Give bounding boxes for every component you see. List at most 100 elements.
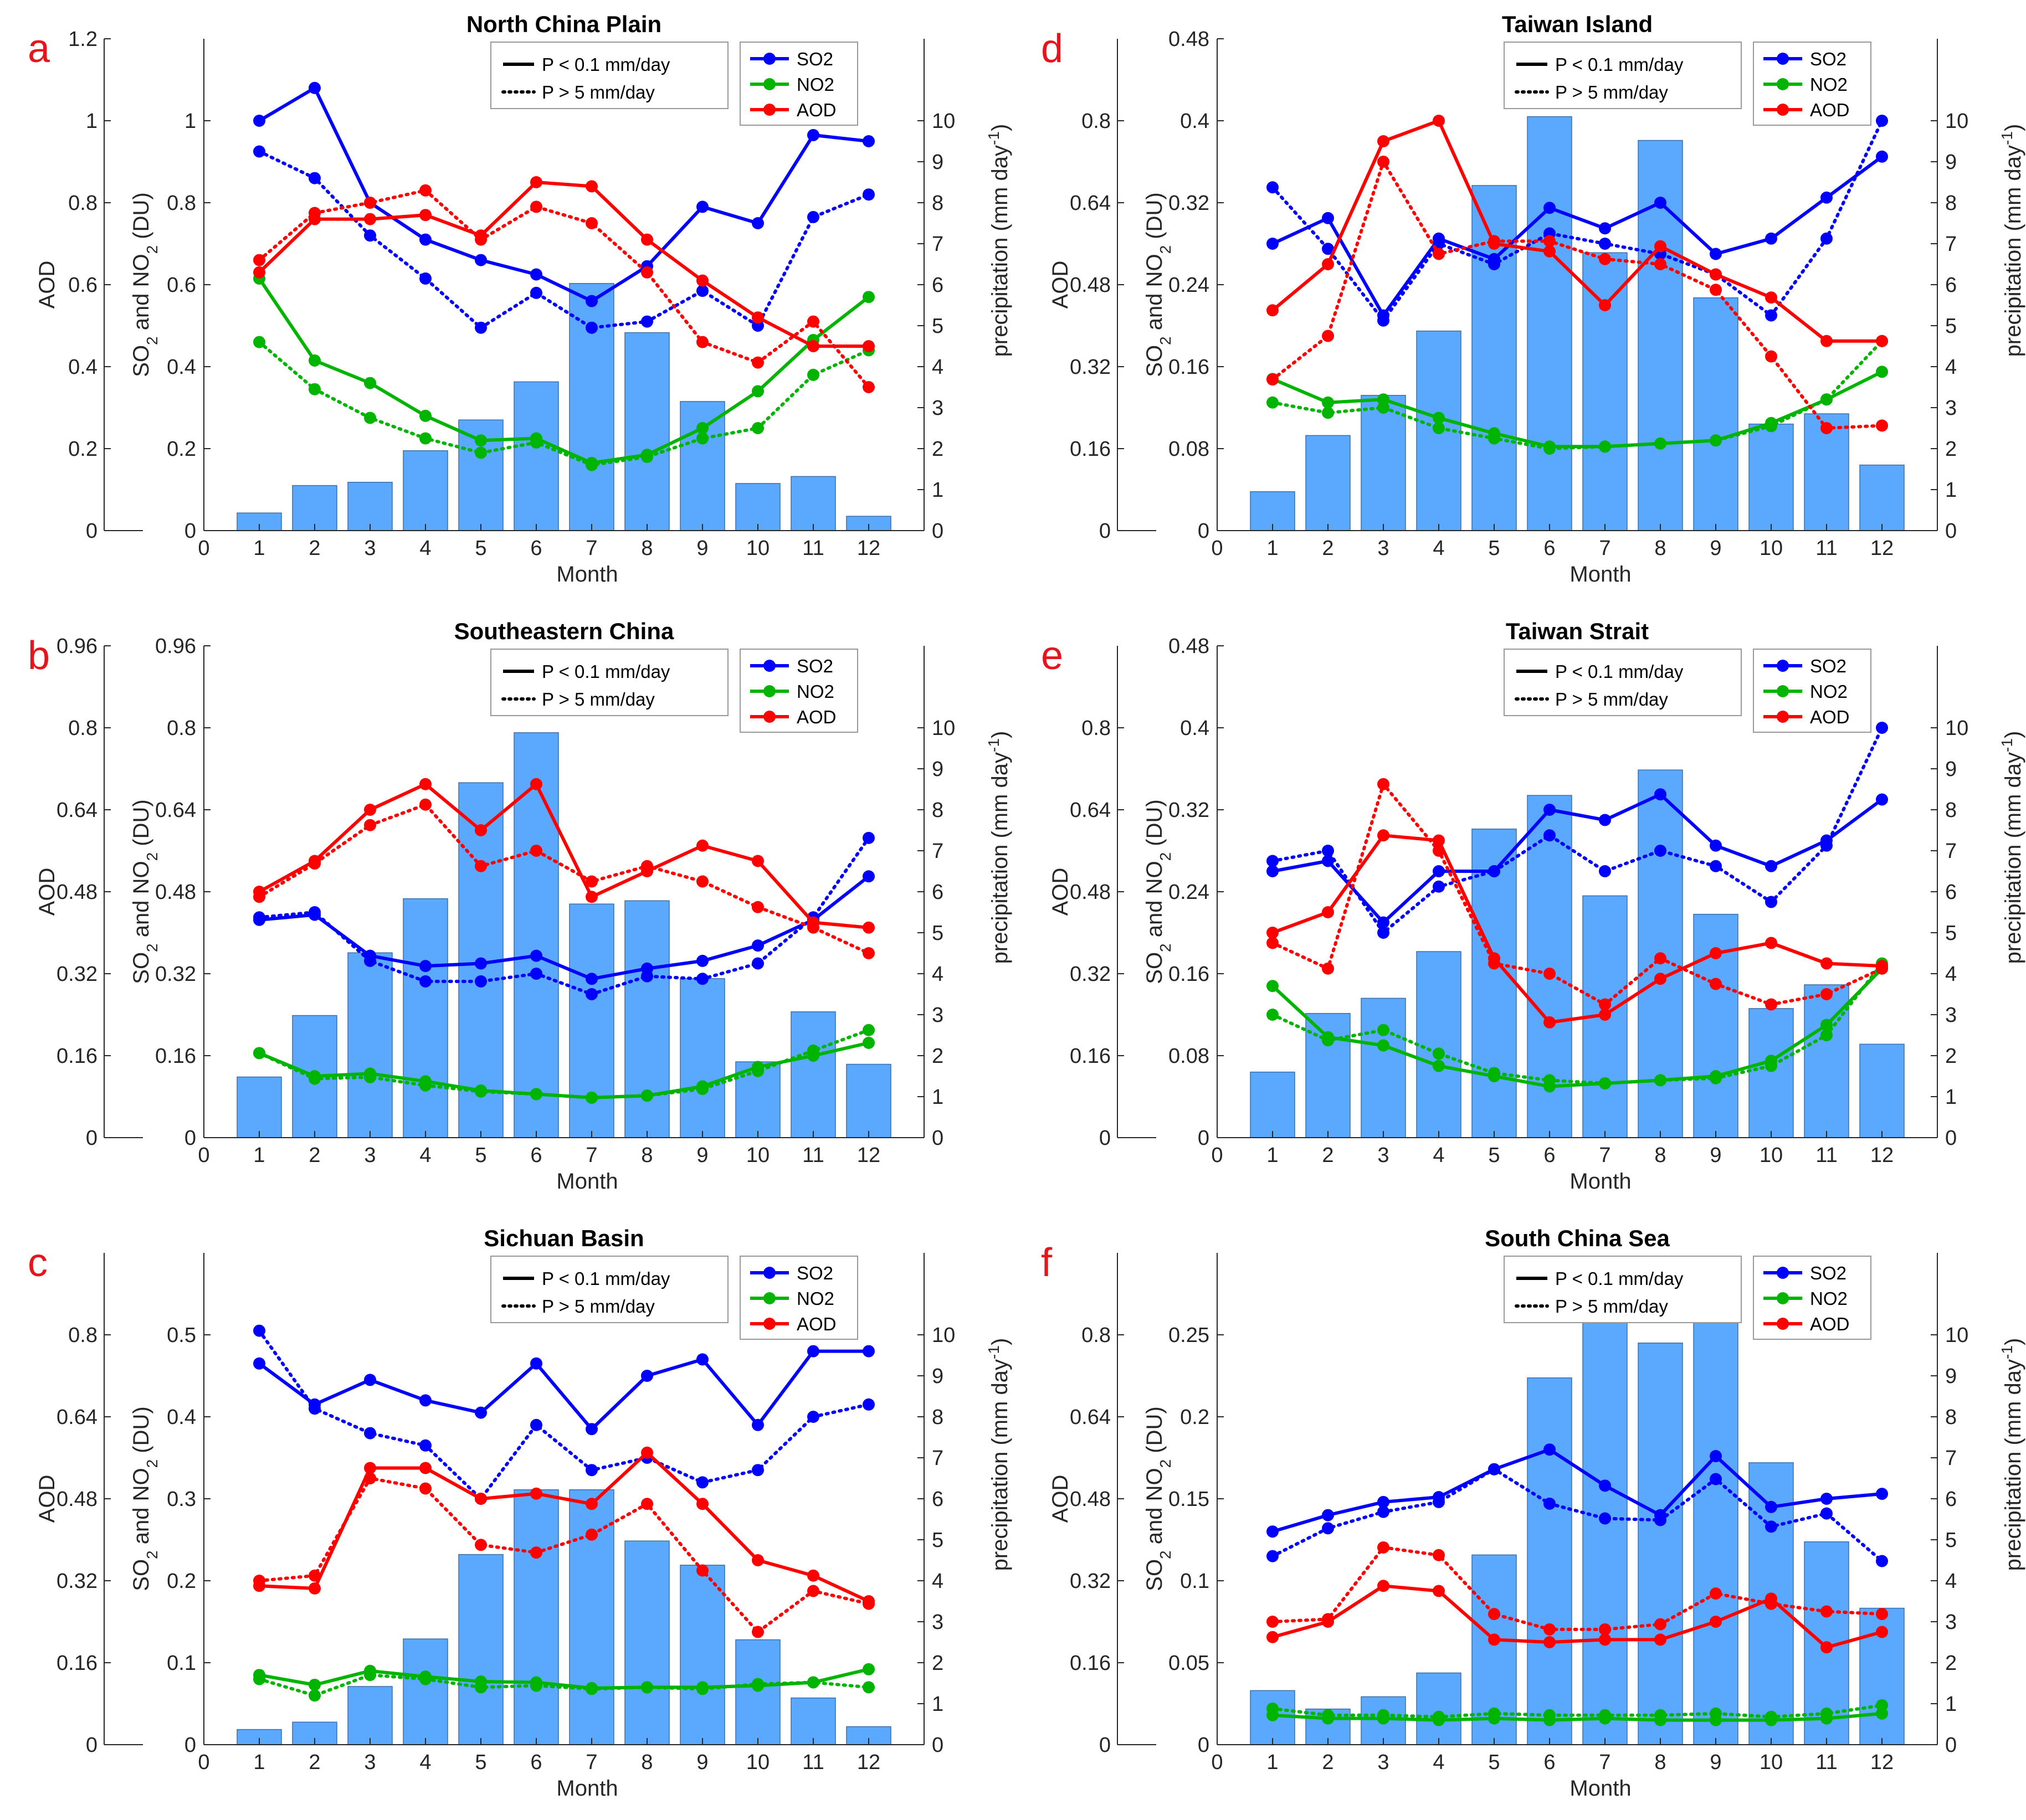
x-tick-label: 1 <box>1266 537 1278 560</box>
series-point-aod <box>1765 937 1777 949</box>
panel-title: Southeastern China <box>454 618 674 644</box>
series-point-aod <box>1266 1631 1279 1643</box>
legend-aod-label: AOD <box>1810 1314 1850 1334</box>
x-tick-label: 5 <box>475 1751 486 1774</box>
series-point-no2 <box>364 412 376 424</box>
series-line-no2-dry <box>1271 967 1884 1088</box>
du-tick-label: 0.3 <box>167 1488 196 1511</box>
series-point-aod <box>364 804 376 816</box>
series-point-no2 <box>530 436 542 449</box>
series-point-so2 <box>475 975 487 988</box>
x-axis-label: Month <box>1569 562 1631 587</box>
x-tick-label: 4 <box>419 1144 431 1167</box>
series-point-aod <box>696 839 709 852</box>
x-tick-label: 10 <box>746 1144 770 1167</box>
precip-bar <box>1250 1071 1295 1138</box>
series-point-aod <box>641 1498 653 1510</box>
precip-bar <box>1859 464 1905 531</box>
series-point-aod <box>253 254 265 266</box>
series-point-so2 <box>1876 1488 1888 1500</box>
series-point-so2 <box>1543 829 1556 842</box>
series-point-so2 <box>253 145 265 158</box>
aod-tick-label: 0.16 <box>1070 438 1111 461</box>
x-tick-label: 6 <box>1543 537 1555 560</box>
series-point-so2 <box>1266 1525 1279 1538</box>
precip-bar <box>1361 998 1406 1138</box>
precip-tick-label: 4 <box>1945 1570 1957 1593</box>
x-axis-label: Month <box>1569 1776 1631 1801</box>
aod-tick-label: 0.48 <box>57 881 98 904</box>
series-point-so2 <box>419 1394 432 1407</box>
precip-bar <box>1305 435 1351 531</box>
series-point-no2 <box>530 1088 542 1101</box>
precip-tick-label: 10 <box>1945 110 1968 133</box>
series-point-aod <box>419 209 432 222</box>
precip-bar <box>569 283 614 531</box>
precip-bar <box>569 1489 614 1745</box>
series-point-aod <box>364 1472 376 1484</box>
series-point-so2 <box>1322 855 1334 867</box>
series-point-no2 <box>752 422 764 434</box>
series-point-so2 <box>253 1357 265 1370</box>
series-point-aod <box>1765 291 1777 304</box>
series-point-aod <box>1765 1597 1777 1610</box>
du-tick-label: 0 <box>1198 1734 1209 1757</box>
series-point-aod <box>530 1546 542 1559</box>
series-point-no2 <box>863 1681 875 1694</box>
series-point-so2 <box>309 1402 321 1415</box>
series-point-aod <box>1654 240 1666 253</box>
series-point-no2 <box>863 1024 875 1036</box>
series-point-aod <box>475 824 487 836</box>
series-point-no2 <box>475 446 487 459</box>
aod-tick-label: 0.48 <box>1070 1488 1111 1511</box>
x-tick-label: 12 <box>1870 537 1894 560</box>
series-point-aod <box>696 1564 709 1577</box>
series-point-aod <box>364 197 376 209</box>
precip-tick-label: 4 <box>932 356 943 379</box>
series-point-so2 <box>419 272 432 285</box>
series-point-so2 <box>530 268 542 281</box>
aod-tick-label: 0 <box>1099 1734 1111 1757</box>
precip-axis-label: precipitation (mm day-1) <box>1998 1338 2026 1571</box>
series-point-so2 <box>419 1439 432 1452</box>
precip-bar <box>1693 297 1738 531</box>
x-tick-label: 3 <box>1377 1144 1389 1167</box>
series-point-aod <box>475 1539 487 1551</box>
series-point-so2 <box>309 172 321 184</box>
panel-letter: a <box>28 27 50 71</box>
legend-style-box <box>490 649 729 716</box>
series-point-so2 <box>1266 1550 1279 1562</box>
x-tick-label: 9 <box>696 537 708 560</box>
precip-bar <box>403 1638 448 1745</box>
series-point-so2 <box>530 1357 542 1370</box>
x-tick-label: 2 <box>1322 1751 1333 1774</box>
series-line-aod-wet <box>258 188 870 389</box>
precip-bar <box>1748 423 1794 531</box>
series-point-aod <box>863 381 875 393</box>
series-point-no2 <box>696 1683 709 1695</box>
series-point-aod <box>1654 1618 1666 1631</box>
du-tick-label: 0.05 <box>1168 1652 1209 1675</box>
series-point-no2 <box>1266 980 1279 993</box>
x-tick-label: 10 <box>1760 537 1783 560</box>
legend-dry-label: P < 0.1 mm/day <box>542 54 670 75</box>
series-point-no2 <box>696 422 709 434</box>
series-point-aod <box>364 819 376 831</box>
series-line-aod-dry <box>258 782 869 929</box>
x-tick-label: 0 <box>1211 1144 1223 1167</box>
du-tick-label: 0.08 <box>1168 438 1209 461</box>
precip-bar <box>237 1076 282 1138</box>
series-point-aod <box>530 1487 542 1500</box>
series-point-aod <box>1820 957 1833 970</box>
x-tick-label: 1 <box>1266 1144 1278 1167</box>
precip-tick-label: 4 <box>932 1570 943 1593</box>
precip-tick-label: 8 <box>932 799 943 822</box>
precip-bar <box>1416 951 1461 1138</box>
series-point-aod <box>863 1597 875 1610</box>
precip-bar <box>680 1565 725 1745</box>
series-point-no2 <box>1765 1060 1777 1072</box>
precip-tick-label: 9 <box>1945 1365 1957 1388</box>
series-point-so2 <box>807 210 819 223</box>
du-tick-label: 0 <box>184 1127 196 1150</box>
x-tick-label: 10 <box>1760 1751 1783 1774</box>
